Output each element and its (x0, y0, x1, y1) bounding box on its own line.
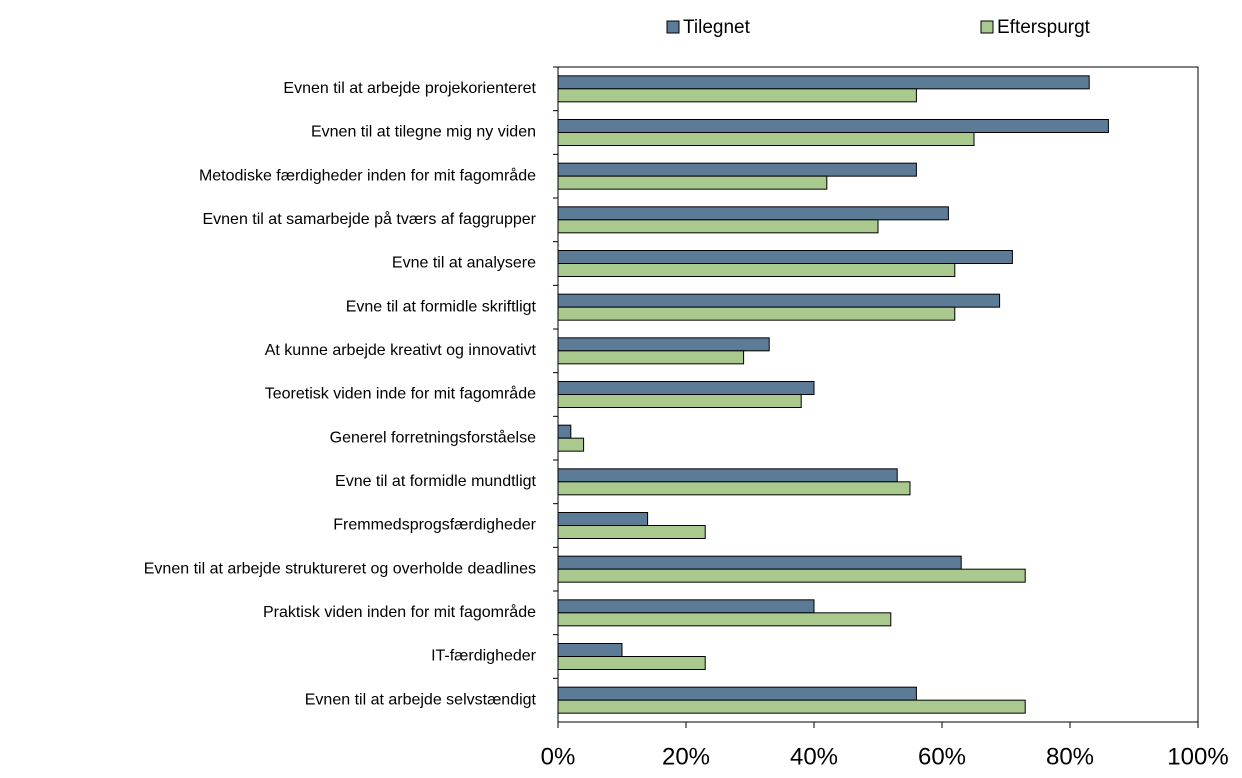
bar (557, 293, 1001, 308)
y-tick-label: Evnen til at arbejde struktureret og ove… (144, 560, 536, 577)
bar (557, 394, 802, 408)
bar (557, 263, 956, 277)
x-tick-label: 100% (1167, 743, 1228, 770)
bar (557, 424, 572, 439)
bar (557, 686, 917, 701)
bar (557, 381, 815, 395)
y-tick-label: Evnen til at samarbejde på tværs af fagg… (202, 210, 536, 228)
y-tick-label: IT-færdigheder (431, 648, 537, 665)
x-tick-label: 40% (790, 743, 838, 770)
y-tick-label: At kunne arbejde kreativt og innovativt (265, 342, 537, 359)
bar (557, 132, 975, 146)
x-tick-label: 20% (662, 743, 710, 770)
bar (557, 437, 585, 452)
y-tick-label: Fremmedsprogsfærdigheder (333, 517, 536, 534)
y-tick-label: Evnen til at arbejde selvstændigt (305, 691, 537, 708)
y-tick-label: Evne til at formidle mundtligt (335, 473, 537, 490)
y-tick-label: Evne til at analysere (392, 255, 536, 272)
y-tick-label: Teoretisk viden inde for mit fagområde (265, 385, 536, 403)
bar (557, 75, 1090, 90)
bar (557, 525, 706, 539)
bar (557, 306, 956, 321)
bar (557, 250, 1013, 264)
bar (557, 162, 917, 177)
bar (557, 612, 892, 627)
bar (557, 699, 1026, 714)
bar (557, 481, 911, 496)
bar (557, 512, 649, 526)
y-tick-label: Evnen til at tilegne mig ny viden (311, 124, 536, 141)
bar (557, 119, 1109, 133)
bar (557, 656, 706, 670)
y-tick-label: Praktisk viden inden for mit fagområde (263, 603, 536, 621)
bar (557, 350, 745, 365)
legend-swatch (666, 20, 680, 34)
bar (557, 599, 815, 614)
bar (557, 219, 879, 234)
bar (557, 568, 1026, 583)
y-tick-label: Evne til at formidle skriftligt (346, 298, 537, 315)
bar (557, 555, 962, 570)
bar (557, 88, 917, 103)
x-tick-label: 60% (918, 743, 966, 770)
bar (557, 175, 828, 190)
x-tick-label: 80% (1046, 743, 1094, 770)
y-tick-label: Generel forretningsforståelse (330, 428, 536, 446)
y-tick-label: Evnen til at arbejde projekorienteret (283, 80, 536, 97)
bar (557, 468, 898, 483)
y-tick-label: Metodiske færdigheder inden for mit fago… (199, 166, 536, 184)
bar (557, 206, 949, 221)
legend-swatch (980, 20, 994, 34)
bar (557, 643, 623, 657)
x-tick-label: 0% (541, 743, 576, 770)
legend-label: Efterspurgt (997, 17, 1091, 38)
bar (557, 337, 770, 352)
legend-label: Tilegnet (683, 17, 751, 38)
